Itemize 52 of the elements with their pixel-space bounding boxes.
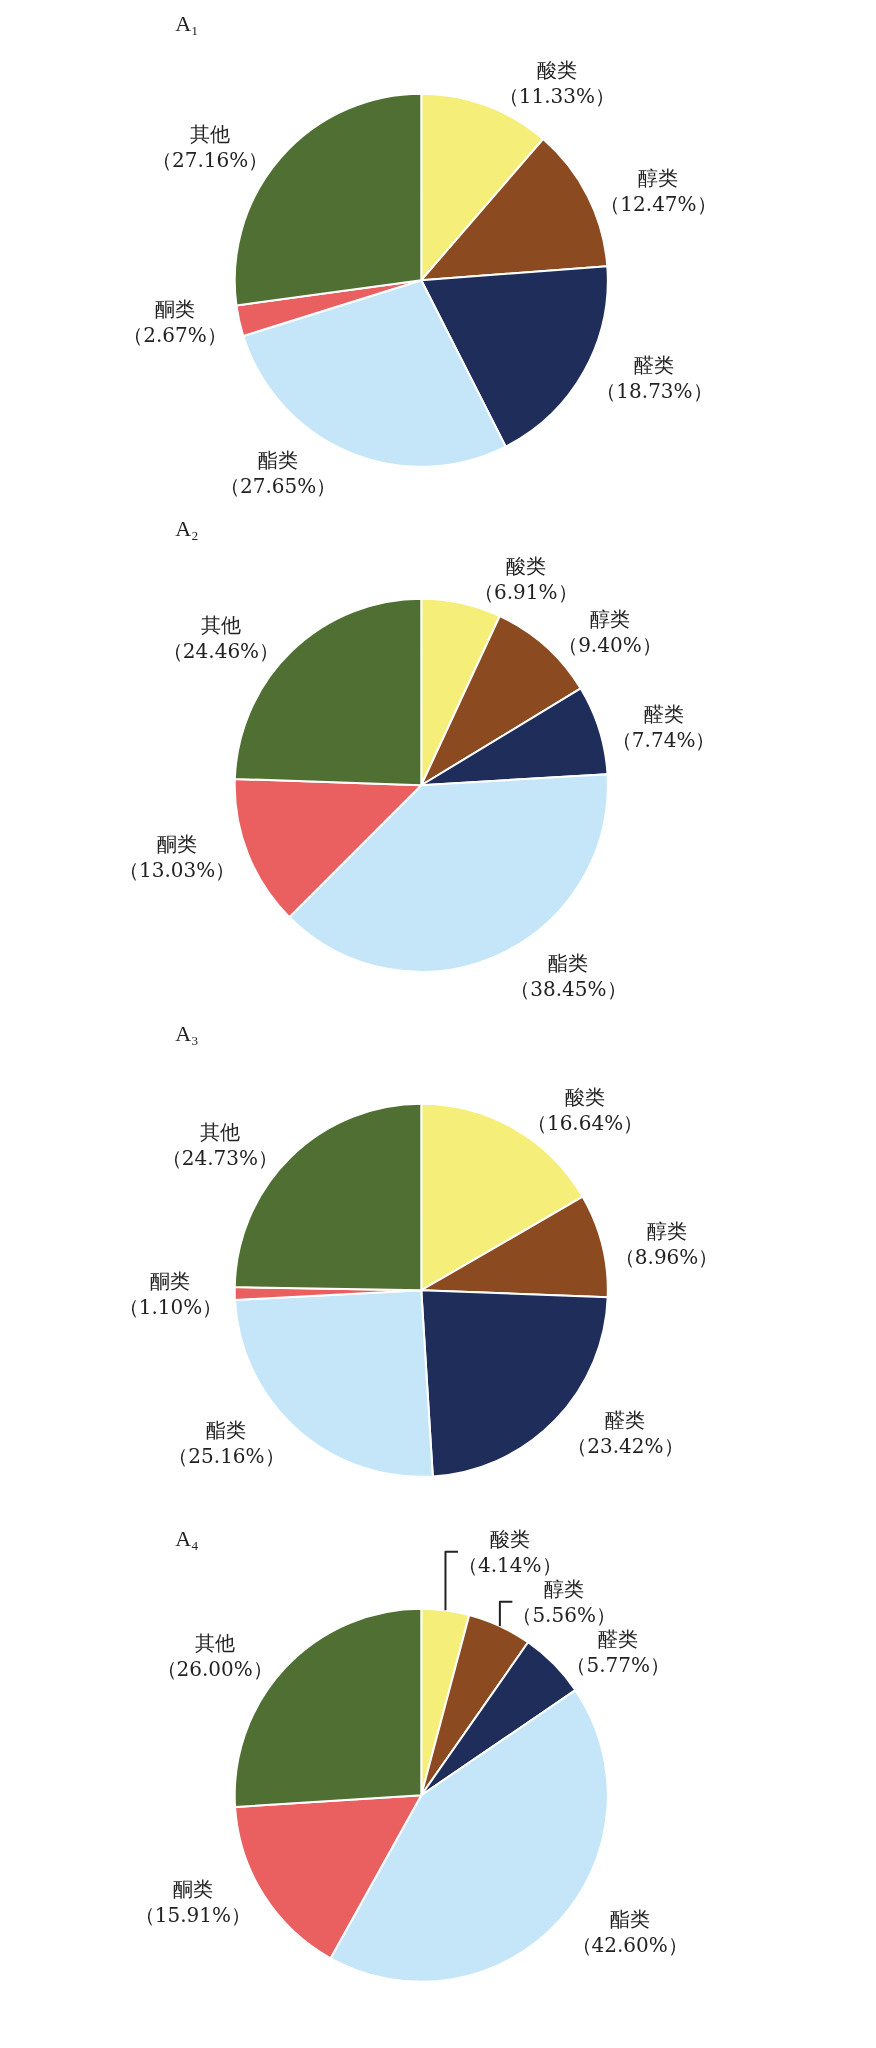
- data-label: （12.47%）: [600, 192, 717, 217]
- slice-label: 醇类: [646, 1218, 687, 1243]
- slice-label: 醛类: [643, 702, 684, 727]
- data-label: （7.74%）: [611, 728, 716, 753]
- slice-label: 其他: [199, 1119, 240, 1144]
- chart-title: A₃: [175, 1020, 199, 1046]
- data-label: （11.33%）: [498, 84, 616, 109]
- data-label: （15.91%）: [134, 1902, 252, 1927]
- data-label: （2.67%）: [123, 323, 227, 348]
- slice-label: 酸类: [505, 554, 546, 579]
- data-label: （24.73%）: [161, 1145, 278, 1170]
- slice-label: 醛类: [598, 1626, 639, 1651]
- data-label: （26.00%）: [156, 1656, 273, 1681]
- data-label: （9.40%）: [558, 633, 662, 658]
- slice-label: 酮类: [154, 297, 195, 322]
- data-label: （8.96%）: [614, 1244, 719, 1269]
- slice-label: 醇类: [638, 166, 679, 191]
- data-label: （27.16%）: [151, 147, 269, 172]
- slice-label: 酮类: [157, 832, 198, 857]
- data-label: （24.46%）: [162, 639, 280, 664]
- slice-label: 酮类: [150, 1268, 191, 1293]
- data-label: （27.65%）: [220, 474, 337, 499]
- slice-label: 其他: [190, 121, 231, 146]
- slice-label: 酸类: [565, 1084, 606, 1109]
- slice-label: 其他: [194, 1630, 235, 1655]
- data-label: （23.42%）: [567, 1433, 684, 1458]
- data-label: （25.16%）: [168, 1444, 285, 1469]
- data-label: （38.45%）: [510, 977, 627, 1002]
- slice-label: 酮类: [172, 1876, 213, 1901]
- slice-label: 其他: [200, 613, 241, 638]
- data-label: （42.60%）: [571, 1933, 688, 1958]
- data-label: （1.10%）: [118, 1294, 223, 1319]
- slice-label: 酸类: [536, 58, 577, 83]
- chart-title: A₂: [175, 515, 199, 541]
- slice-label: 酯类: [609, 1907, 650, 1932]
- slice-label: 酯类: [206, 1418, 247, 1443]
- data-label: （18.73%）: [596, 378, 713, 403]
- slice-label: 醇类: [544, 1576, 585, 1601]
- data-label: （4.14%）: [457, 1552, 562, 1577]
- slice-label: 酯类: [548, 951, 589, 976]
- slice-label: 酯类: [258, 448, 299, 473]
- chart-title: A₁: [175, 10, 199, 36]
- data-label: （5.77%）: [566, 1652, 670, 1677]
- data-label: （16.64%）: [526, 1110, 644, 1135]
- chart-title: A₄: [175, 1525, 199, 1551]
- slice-label: 酸类: [489, 1526, 530, 1551]
- slice-label: 醇类: [589, 607, 630, 632]
- data-label: （6.91%）: [473, 580, 578, 605]
- slice-label: 醛类: [605, 1407, 646, 1432]
- data-label: （13.03%）: [118, 858, 236, 883]
- slice-label: 醛类: [634, 352, 675, 377]
- data-label: （5.56%）: [512, 1602, 616, 1627]
